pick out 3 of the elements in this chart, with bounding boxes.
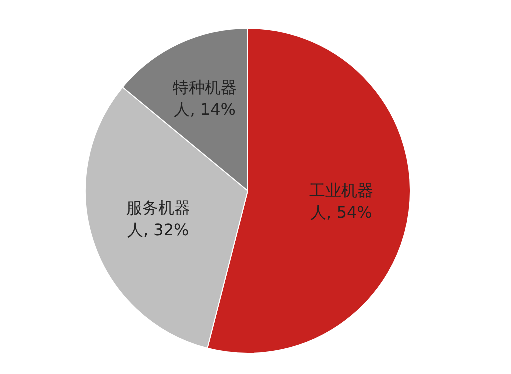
slice-label: 服务机器人, 32% — [126, 198, 190, 240]
slice-label: 工业机器人, 54% — [310, 180, 374, 222]
slice-label: 特种机器人, 14% — [173, 78, 238, 119]
